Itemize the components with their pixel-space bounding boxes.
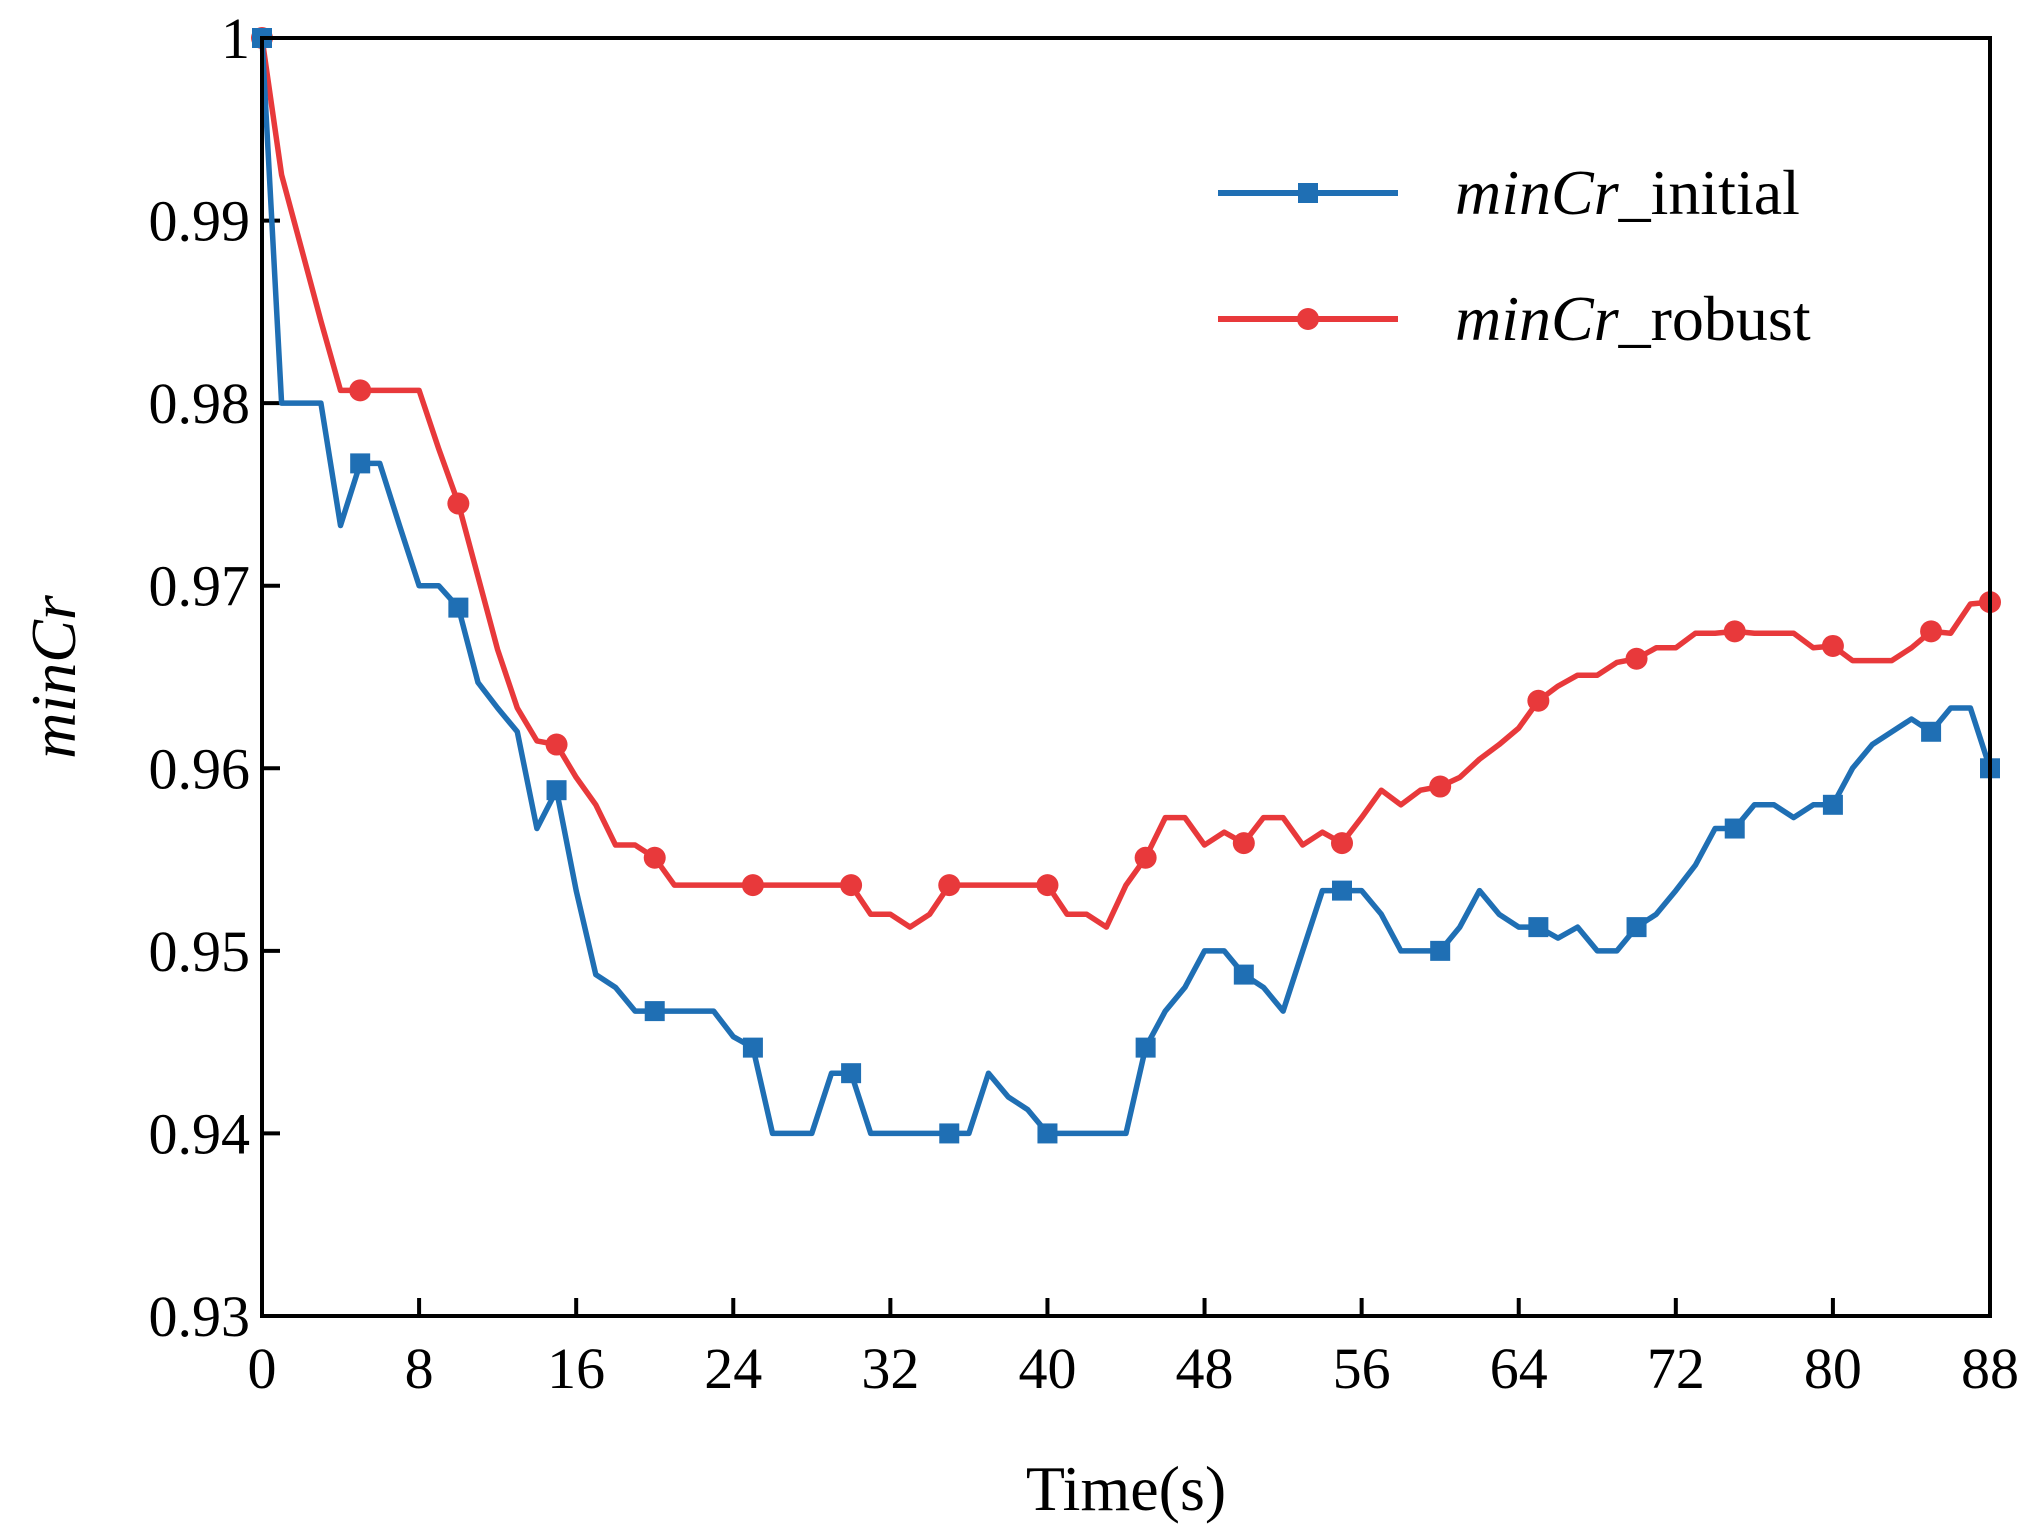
data-point-initial [1037,1123,1058,1144]
legend-label-initial-suffix: _initial [1618,157,1800,228]
y-tick-label: 0.95 [149,919,251,984]
data-point-initial [742,1037,763,1058]
data-point-robust [1429,775,1452,798]
data-point-robust [349,379,372,402]
series-initial [252,28,2000,1144]
data-point-robust [741,874,764,897]
x-axis-ticks: 0 8 16 24 32 40 48 56 64 72 80 88 [248,1298,2019,1401]
y-axis-title: minCr [18,594,89,759]
data-point-initial [1528,917,1549,938]
data-point-initial [1332,880,1352,901]
x-tick-label: 24 [704,1336,762,1401]
legend-label-initial: minCr_initial [1455,157,1800,228]
data-point-robust [1625,647,1648,670]
data-point-initial [1626,917,1647,938]
x-tick-label: 8 [405,1336,434,1401]
y-tick-label: 0.98 [149,371,251,436]
data-point-robust [447,492,470,515]
y-axis-ticks: 0.93 0.94 0.95 0.96 0.97 0.98 0.99 1 [149,6,280,1349]
legend-item-initial: minCr_initial [1218,157,1800,228]
x-tick-label: 0 [248,1336,277,1401]
legend-label-robust-name: minCr [1455,283,1620,354]
plot-area [262,38,1990,1316]
x-tick-label: 56 [1333,1336,1391,1401]
x-tick-label: 88 [1961,1336,2019,1401]
data-point-initial [1921,721,1942,742]
data-point-robust [840,874,863,897]
legend-marker-initial [1298,183,1318,203]
data-point-initial [448,597,469,618]
y-tick-label: 1 [221,6,250,71]
x-tick-label: 48 [1176,1336,1234,1401]
data-point-robust [1232,832,1255,855]
data-point-robust [1723,620,1746,643]
x-tick-label: 16 [547,1336,605,1401]
y-tick-label: 0.94 [149,1101,251,1166]
x-axis-title: Time(s) [1026,1453,1226,1524]
x-tick-label: 32 [861,1336,919,1401]
legend-label-robust-suffix: _robust [1618,283,1811,354]
data-point-robust [1036,874,1059,897]
data-point-initial [350,453,371,474]
data-point-initial [546,780,567,801]
data-point-robust [1134,846,1157,869]
legend-label-initial-name: minCr [1455,157,1620,228]
data-point-robust [1527,689,1550,712]
data-point-robust [545,733,568,756]
data-point-initial [1430,940,1451,961]
y-tick-label: 0.93 [149,1284,251,1349]
x-tick-label: 64 [1490,1336,1548,1401]
data-point-initial [1822,794,1843,815]
x-tick-label: 80 [1804,1336,1862,1401]
series-line-initial [259,37,1993,1137]
series-layer [251,27,2001,1144]
y-tick-label: 0.97 [149,554,251,619]
data-point-robust [1331,832,1353,855]
x-tick-label: 40 [1018,1336,1076,1401]
y-tick-label: 0.99 [149,189,251,254]
legend-item-robust: minCr_robust [1218,283,1811,354]
data-point-robust [643,846,666,869]
data-point-robust [1821,634,1844,657]
y-tick-label: 0.96 [149,736,251,801]
data-point-robust [938,874,961,897]
plot-frame [260,36,1992,1318]
data-point-initial [1724,818,1745,839]
data-point-initial [939,1123,960,1144]
legend: minCr_initial minCr_robust [1218,157,1811,354]
legend-marker-robust [1297,308,1319,330]
legend-label-robust: minCr_robust [1455,283,1811,354]
x-tick-label: 72 [1647,1336,1705,1401]
data-point-initial [841,1063,862,1084]
data-point-initial [1233,964,1254,985]
data-point-initial [644,1001,665,1022]
data-point-initial [1135,1037,1156,1058]
data-point-robust [1920,620,1943,643]
